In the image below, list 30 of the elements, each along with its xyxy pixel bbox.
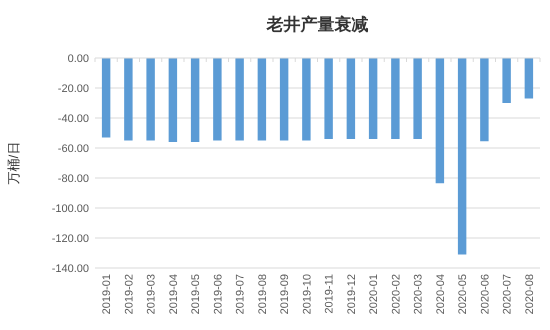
x-tick-label: 2019-11 bbox=[324, 274, 336, 314]
x-tick-label: 2019-01 bbox=[101, 274, 114, 314]
y-tick-label: -80.00 bbox=[58, 173, 89, 185]
y-tick-label: -100.00 bbox=[52, 203, 89, 215]
y-axis-title: 万桶/日 bbox=[6, 142, 21, 184]
x-tick-label: 2019-10 bbox=[301, 274, 314, 314]
x-tick-label: 2020-05 bbox=[457, 274, 470, 314]
x-tick-label: 2019-02 bbox=[123, 274, 136, 314]
x-tick-label: 2020-06 bbox=[479, 274, 492, 314]
y-tick-label: -120.00 bbox=[52, 233, 89, 245]
y-tick-label: -60.00 bbox=[58, 143, 89, 155]
y-tick-label: -40.00 bbox=[58, 113, 89, 125]
x-tick-label: 2019-06 bbox=[212, 274, 224, 314]
x-tick-label: 2019-09 bbox=[279, 274, 292, 314]
chart-title: 老井产量衰减 bbox=[266, 15, 368, 34]
x-tick-label: 2020-07 bbox=[502, 274, 514, 314]
y-tick-label: 0.00 bbox=[68, 53, 89, 65]
x-tick-label: 2019-03 bbox=[146, 274, 158, 314]
x-tick-label: 2020-02 bbox=[390, 274, 402, 314]
y-tick-label: -140.00 bbox=[52, 263, 89, 275]
y-tick-label: -20.00 bbox=[58, 83, 89, 95]
x-tick-label: 2019-08 bbox=[256, 274, 269, 314]
x-tick-label: 2019-05 bbox=[190, 274, 202, 314]
x-tick-label: 2019-07 bbox=[234, 274, 247, 314]
x-tick-label: 2020-04 bbox=[434, 274, 447, 314]
x-tick-label: 2020-03 bbox=[412, 274, 425, 314]
x-tick-label: 2020-08 bbox=[524, 274, 536, 314]
x-tick-label: 2019-12 bbox=[346, 274, 358, 314]
x-tick-label: 2020-01 bbox=[368, 274, 380, 314]
x-tick-label: 2019-04 bbox=[168, 274, 180, 314]
